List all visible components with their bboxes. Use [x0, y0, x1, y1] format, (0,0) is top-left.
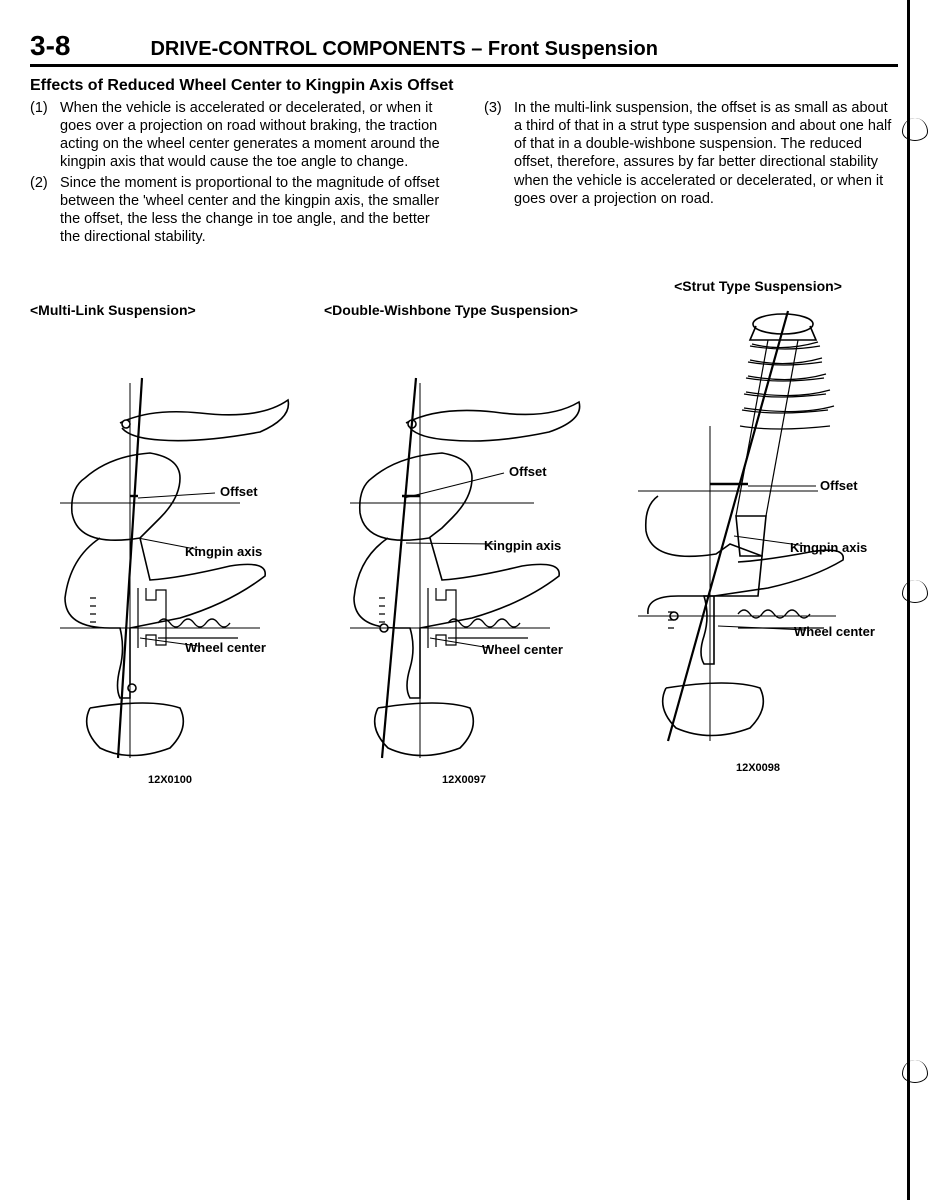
label-offset: Offset — [509, 464, 547, 479]
item-text: When the vehicle is accelerated or decel… — [60, 99, 444, 172]
list-item: (3) In the multi-link suspension, the of… — [484, 99, 898, 208]
diagram-title: <Double-Wishbone Type Suspension> — [324, 302, 604, 318]
label-offset: Offset — [220, 484, 258, 499]
item-number: (1) — [30, 99, 60, 172]
title-main: DRIVE-CONTROL COMPONENTS — [150, 38, 465, 60]
page-header: 3-8 DRIVE-CONTROL COMPONENTS – Front Sus… — [30, 30, 898, 67]
item-number: (2) — [30, 174, 60, 247]
figure-code: 12X0098 — [618, 762, 898, 774]
diagram-title: <Strut Type Suspension> — [618, 278, 898, 294]
label-kingpin: Kingpin axis — [185, 544, 262, 559]
suspension-diagram-icon: Offset Kingpin axis Wheel center — [618, 296, 908, 756]
page-number: 3-8 — [30, 30, 70, 62]
title-sub: Front Suspension — [488, 38, 658, 60]
title-sep: – — [466, 38, 488, 60]
label-wheel: Wheel center — [185, 640, 266, 655]
suspension-diagram-icon: Offset Kingpin axis Wheel center — [324, 328, 604, 768]
list-item: (1) When the vehicle is accelerated or d… — [30, 99, 444, 172]
diagram-double-wishbone: <Double-Wishbone Type Suspension> — [324, 278, 604, 786]
list-item: (2) Since the moment is proportional to … — [30, 174, 444, 247]
section-title: Effects of Reduced Wheel Center to Kingp… — [30, 77, 898, 95]
figure-code: 12X0097 — [324, 774, 604, 786]
suspension-diagram-icon: Offset Kingpin axis Wheel center — [30, 328, 310, 768]
body-columns: (1) When the vehicle is accelerated or d… — [30, 99, 898, 248]
binder-hole-icon — [902, 1060, 928, 1083]
label-kingpin: Kingpin axis — [484, 538, 561, 553]
diagrams-row: <Multi-Link Suspension> — [30, 278, 898, 786]
left-column: (1) When the vehicle is accelerated or d… — [30, 99, 444, 248]
label-kingpin: Kingpin axis — [790, 540, 867, 555]
right-column: (3) In the multi-link suspension, the of… — [484, 99, 898, 248]
diagram-strut-type: <Strut Type Suspension> — [618, 278, 898, 786]
figure-code: 12X0100 — [30, 774, 310, 786]
label-wheel: Wheel center — [794, 624, 875, 639]
label-offset: Offset — [820, 478, 858, 493]
diagram-title: <Multi-Link Suspension> — [30, 302, 310, 318]
item-text: In the multi-link suspension, the offset… — [514, 99, 898, 208]
label-wheel: Wheel center — [482, 642, 563, 657]
item-text: Since the moment is proportional to the … — [60, 174, 444, 247]
page-content: 3-8 DRIVE-CONTROL COMPONENTS – Front Sus… — [0, 0, 928, 816]
diagram-multi-link: <Multi-Link Suspension> — [30, 278, 310, 786]
item-number: (3) — [484, 99, 514, 208]
